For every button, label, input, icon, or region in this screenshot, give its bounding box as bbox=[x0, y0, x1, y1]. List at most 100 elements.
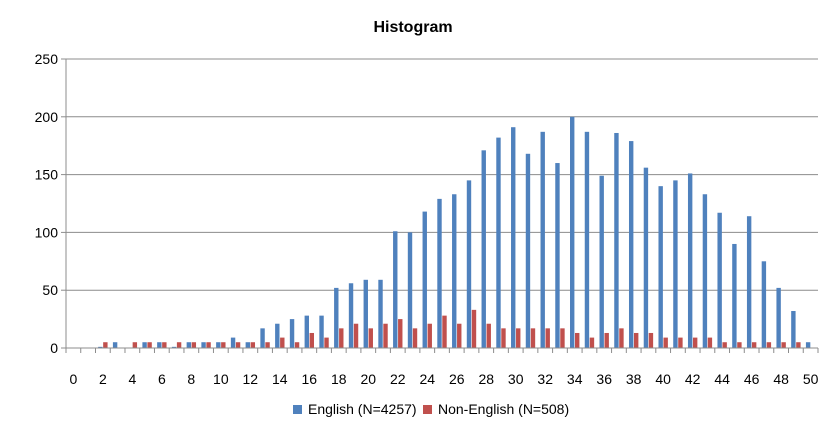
x-tick-label-6: 6 bbox=[158, 371, 166, 387]
bar-english-15 bbox=[289, 319, 295, 348]
bar-english-37 bbox=[614, 132, 619, 348]
x-tick-label-46: 46 bbox=[744, 371, 760, 387]
y-tick-label-0: 0 bbox=[50, 340, 58, 356]
x-tick-label-20: 20 bbox=[360, 371, 376, 387]
bar-non-english-22 bbox=[398, 319, 403, 348]
legend-swatch-english bbox=[293, 405, 302, 414]
x-tick-label-14: 14 bbox=[272, 371, 288, 387]
bar-english-10 bbox=[216, 342, 221, 348]
x-tick-label-48: 48 bbox=[773, 371, 789, 387]
y-tick-labels: 0 50 100 150 200 250 bbox=[35, 51, 59, 356]
bar-english-23 bbox=[407, 232, 413, 348]
x-tick-label-22: 22 bbox=[390, 371, 406, 387]
bar-english-32 bbox=[540, 131, 545, 348]
bar-non-english-47 bbox=[766, 342, 772, 348]
bar-english-24 bbox=[422, 211, 427, 348]
x-tick-label-32: 32 bbox=[537, 371, 553, 387]
bar-non-english-49 bbox=[796, 342, 801, 348]
x-tick-label-16: 16 bbox=[302, 371, 318, 387]
bar-english-11 bbox=[230, 337, 236, 348]
bar-english-41 bbox=[673, 180, 678, 348]
x-tick-label-36: 36 bbox=[596, 371, 612, 387]
bar-non-english-33 bbox=[560, 328, 565, 348]
bar-english-12 bbox=[245, 342, 251, 348]
bar-non-english-10 bbox=[221, 342, 226, 348]
bar-english-18 bbox=[334, 287, 339, 348]
y-tick-label-200: 200 bbox=[35, 109, 59, 125]
bar-english-19 bbox=[348, 283, 354, 348]
bar-non-english-36 bbox=[604, 332, 609, 348]
x-tick-label-4: 4 bbox=[128, 371, 136, 387]
bar-non-english-8 bbox=[191, 342, 197, 348]
bar-english-20 bbox=[363, 279, 368, 348]
bar-english-6 bbox=[157, 342, 162, 348]
bar-english-27 bbox=[466, 180, 472, 348]
bar-non-english-41 bbox=[678, 337, 683, 348]
bar-english-50 bbox=[805, 342, 811, 348]
bar-non-english-45 bbox=[737, 342, 742, 348]
bar-non-english-11 bbox=[235, 342, 241, 348]
bar-non-english-30 bbox=[516, 328, 521, 348]
bar-non-english-18 bbox=[339, 328, 344, 348]
bar-english-22 bbox=[393, 231, 398, 348]
bar-english-14 bbox=[275, 323, 280, 348]
x-tick-label-28: 28 bbox=[478, 371, 494, 387]
gridlines bbox=[66, 58, 818, 291]
x-tick-label-8: 8 bbox=[187, 371, 195, 387]
bar-english-29 bbox=[496, 137, 501, 348]
bar-english-26 bbox=[452, 194, 457, 348]
bar-english-13 bbox=[260, 328, 265, 348]
bar-english-7 bbox=[171, 346, 177, 348]
legend: English (N=4257) Non-English (N=508) bbox=[293, 401, 569, 417]
bar-english-36 bbox=[599, 175, 604, 348]
legend-swatch-non-english bbox=[423, 405, 432, 414]
bar-non-english-17 bbox=[324, 337, 329, 348]
bar-non-english-29 bbox=[501, 328, 506, 348]
bar-non-english-43 bbox=[707, 337, 713, 348]
bar-english-3 bbox=[112, 342, 118, 348]
bar-english-42 bbox=[687, 173, 693, 348]
x-tick-label-40: 40 bbox=[655, 371, 671, 387]
x-tick-labels: 0 2 4 6 8 10 12 14 16 18 20 22 24 26 28 30 32 34 36 38 40 42 4… bbox=[69, 371, 818, 387]
bar-non-english-48 bbox=[781, 342, 786, 348]
bar-non-english-31 bbox=[530, 328, 536, 348]
bar-non-english-2 bbox=[103, 342, 108, 348]
y-tick-label-50: 50 bbox=[42, 282, 58, 298]
bar-non-english-46 bbox=[751, 342, 757, 348]
legend-label-non-english: Non-English (N=508) bbox=[438, 401, 569, 417]
bar-non-english-15 bbox=[294, 342, 300, 348]
bar-non-english-28 bbox=[486, 323, 491, 348]
x-tick-label-34: 34 bbox=[567, 371, 583, 387]
bar-non-english-34 bbox=[575, 332, 580, 348]
axes bbox=[61, 58, 819, 353]
x-tick-label-38: 38 bbox=[626, 371, 642, 387]
y-tick-label-100: 100 bbox=[35, 224, 59, 240]
x-tick-label-2: 2 bbox=[99, 371, 107, 387]
bar-english-49 bbox=[791, 311, 796, 348]
bar-english-21 bbox=[378, 279, 383, 348]
bar-non-english-44 bbox=[722, 342, 727, 348]
bar-non-english-6 bbox=[162, 342, 167, 348]
x-tick-label-0: 0 bbox=[69, 371, 77, 387]
bar-non-english-21 bbox=[383, 323, 388, 348]
bar-non-english-42 bbox=[692, 337, 698, 348]
bar-non-english-20 bbox=[368, 328, 373, 348]
bar-english-34 bbox=[570, 116, 575, 348]
bar-non-english-23 bbox=[412, 328, 418, 348]
bar-non-english-5 bbox=[147, 342, 152, 348]
bar-english-44 bbox=[717, 212, 722, 348]
bar-english-5 bbox=[142, 342, 147, 348]
bar-non-english-26 bbox=[457, 323, 462, 348]
bar-english-9 bbox=[201, 342, 206, 348]
bar-non-english-12 bbox=[250, 342, 256, 348]
bar-english-48 bbox=[776, 287, 781, 348]
bar-english-45 bbox=[732, 243, 737, 348]
bar-english-33 bbox=[555, 163, 560, 348]
y-tick-label-150: 150 bbox=[35, 167, 59, 183]
bar-english-47 bbox=[761, 261, 767, 348]
chart-title: Histogram bbox=[373, 19, 452, 36]
bar-english-31 bbox=[525, 153, 531, 348]
bar-non-english-27 bbox=[471, 309, 477, 348]
y-tick-label-250: 250 bbox=[35, 51, 59, 67]
x-tick-label-50: 50 bbox=[803, 371, 819, 387]
